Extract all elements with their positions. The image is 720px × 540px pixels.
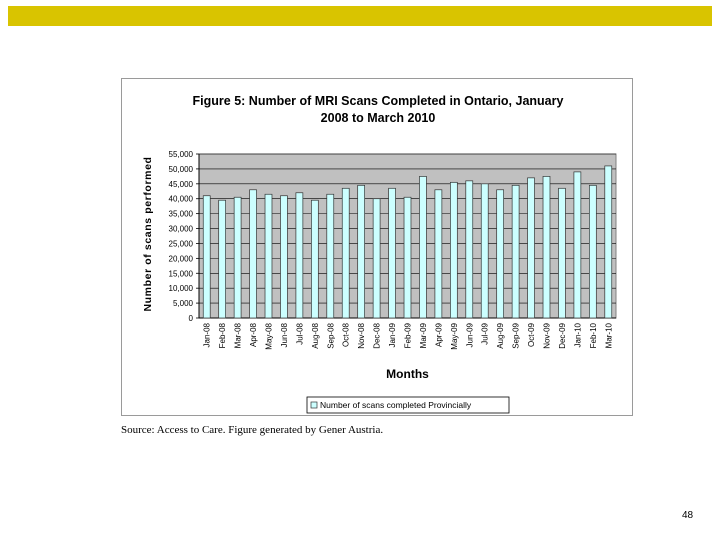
bar [264,193,273,319]
x-tick-label: Oct-09 [527,322,536,347]
x-tick-label: Apr-08 [249,322,258,347]
x-tick-label: Jan-10 [573,322,582,347]
bar [527,177,535,319]
bar [496,189,504,319]
x-tick-label: Mar-09 [419,322,428,348]
bar [511,184,520,319]
chart-title: Figure 5: Number of MRI Scans Completed … [122,93,634,127]
x-tick-label: Jul-09 [481,322,490,344]
bar [249,189,257,319]
bar [558,187,566,319]
chart-frame: Figure 5: Number of MRI Scans Completed … [121,78,633,416]
y-tick-label: 10,000 [169,284,194,293]
bar [388,187,396,319]
x-tick-label: May-09 [450,322,459,349]
y-axis-label: Number of scans performed [142,156,154,311]
bar [202,195,211,319]
x-tick-label: Jan-08 [203,322,212,347]
x-tick-label: Nov-09 [543,322,552,348]
bar [403,196,412,319]
source-note: Source: Access to Care. Figure generated… [121,424,384,436]
x-tick-label: Jan-09 [388,322,397,347]
x-tick-label: Mar-10 [604,322,613,348]
chart-title-line-2: 2008 to March 2010 [320,111,436,125]
y-tick-label: 15,000 [169,269,194,278]
x-axis-label: Months [386,367,429,381]
bar [450,181,458,319]
x-tick-label: Jun-09 [465,322,474,347]
x-tick-label: Feb-08 [218,322,227,348]
bar [295,192,304,319]
bar [604,165,613,319]
x-tick-label: Feb-10 [589,322,598,348]
x-tick-label: May-08 [265,322,274,349]
y-tick-label: 20,000 [169,254,194,263]
bar [434,189,443,319]
x-tick-label: Dec-09 [558,322,567,348]
x-tick-label: Aug-08 [311,322,320,348]
y-tick-label: 45,000 [169,180,194,189]
x-tick-label: Oct-08 [342,322,351,347]
bar [419,176,427,319]
bar [341,187,350,319]
top-accent-bar [8,6,712,26]
x-tick-label: Jul-08 [295,322,304,344]
x-tick-label: Sep-09 [512,322,521,348]
bar-chart: 0 5,000 10,000 15,000 20,000 25,000 30,000 35,0… [142,150,617,414]
bar [542,176,551,319]
x-tick-label: Sep-08 [326,322,335,348]
bar [589,184,597,319]
y-tick-label: 50,000 [169,165,194,174]
y-tick-label: 35,000 [169,210,194,219]
x-tick-label: Apr-09 [434,322,443,347]
bar [218,199,226,319]
bar [233,196,242,319]
y-tick-label: 5,000 [173,299,194,308]
x-tick-label: Mar-08 [234,322,243,348]
bar [573,171,582,319]
y-tick-label: 25,000 [169,239,194,248]
chart-title-line-1: Figure 5: Number of MRI Scans Completed … [192,94,564,108]
y-tick-label: 30,000 [169,225,194,234]
bar [357,184,365,319]
y-tick-label: 55,000 [169,150,194,159]
bar [326,193,335,319]
x-tick-label: Nov-08 [357,322,366,348]
y-tick-label: 0 [189,314,194,323]
x-tick-label: Dec-08 [373,322,382,348]
legend-swatch [310,401,318,409]
x-tick-label: Aug-09 [496,322,505,348]
bar [372,198,381,319]
y-tick-label: 40,000 [169,195,194,204]
x-tick-label: Feb-09 [404,322,413,348]
bar [480,183,489,319]
bar [465,180,474,319]
page-number: 48 [682,510,694,521]
bar [280,195,288,319]
legend: Number of scans completed Provincially [306,396,510,414]
legend-box [306,396,510,414]
bar [311,199,319,319]
x-tick-label: Jun-08 [280,322,289,347]
legend-label: Number of scans completed Provincially [320,400,472,410]
